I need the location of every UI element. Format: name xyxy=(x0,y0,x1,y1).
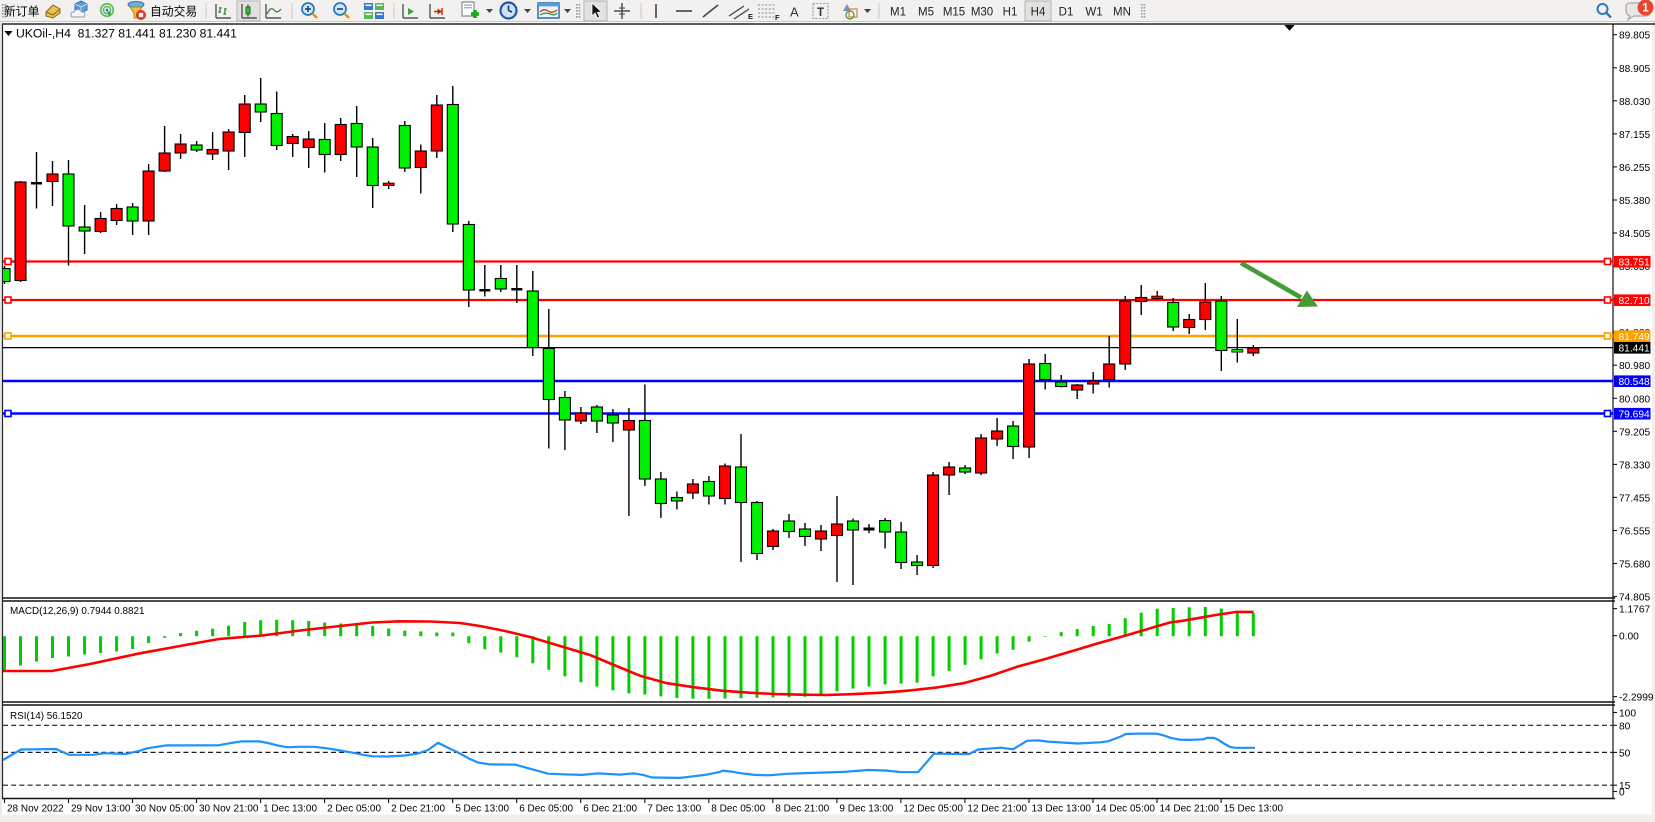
svg-text:H1: H1 xyxy=(1003,6,1018,18)
svg-text:6 Dec 05:00: 6 Dec 05:00 xyxy=(519,804,573,815)
svg-text:W1: W1 xyxy=(1085,6,1102,18)
svg-text:8 Dec 21:00: 8 Dec 21:00 xyxy=(775,804,829,815)
svg-text:78.330: 78.330 xyxy=(1619,460,1650,471)
svg-text:79.694: 79.694 xyxy=(1619,410,1650,421)
svg-text:79.205: 79.205 xyxy=(1619,427,1650,438)
svg-text:15 Dec 13:00: 15 Dec 13:00 xyxy=(1224,804,1284,815)
svg-text:0.00: 0.00 xyxy=(1619,632,1639,643)
svg-text:80.080: 80.080 xyxy=(1619,394,1650,405)
svg-text:2 Dec 21:00: 2 Dec 21:00 xyxy=(391,804,445,815)
svg-text:88.905: 88.905 xyxy=(1619,64,1650,75)
svg-text:1 Dec 13:00: 1 Dec 13:00 xyxy=(263,804,317,815)
svg-text:81.749: 81.749 xyxy=(1619,332,1650,343)
svg-text:30 Nov 05:00: 30 Nov 05:00 xyxy=(135,804,195,815)
svg-text:14 Dec 21:00: 14 Dec 21:00 xyxy=(1160,804,1220,815)
svg-text:M1: M1 xyxy=(890,6,906,18)
svg-text:88.030: 88.030 xyxy=(1619,97,1650,108)
svg-text:A: A xyxy=(790,5,799,20)
svg-text:MACD(12,26,9) 0.7944 0.8821: MACD(12,26,9) 0.7944 0.8821 xyxy=(10,606,145,617)
svg-text:M15: M15 xyxy=(943,6,965,18)
svg-text:1.1767: 1.1767 xyxy=(1619,605,1650,616)
svg-text:85.380: 85.380 xyxy=(1619,196,1650,207)
svg-text:76.555: 76.555 xyxy=(1619,527,1650,538)
svg-text:1: 1 xyxy=(1642,3,1649,15)
svg-text:新订单: 新订单 xyxy=(4,4,40,18)
svg-text:86.255: 86.255 xyxy=(1619,163,1650,174)
svg-text:83.751: 83.751 xyxy=(1619,258,1650,269)
svg-text:89.805: 89.805 xyxy=(1619,31,1650,42)
svg-text:29 Nov 13:00: 29 Nov 13:00 xyxy=(71,804,131,815)
svg-text:82.710: 82.710 xyxy=(1619,296,1650,307)
svg-text:75.680: 75.680 xyxy=(1619,560,1650,571)
svg-text:F: F xyxy=(775,13,780,22)
svg-text:RSI(14) 56.1520: RSI(14) 56.1520 xyxy=(10,711,83,722)
svg-text:80.548: 80.548 xyxy=(1619,377,1650,388)
svg-text:81.441: 81.441 xyxy=(1619,344,1650,355)
svg-text:87.155: 87.155 xyxy=(1619,130,1650,141)
svg-text:30 Nov 21:00: 30 Nov 21:00 xyxy=(199,804,259,815)
svg-text:12 Dec 21:00: 12 Dec 21:00 xyxy=(967,804,1027,815)
svg-text:2 Dec 05:00: 2 Dec 05:00 xyxy=(327,804,381,815)
svg-text:80.980: 80.980 xyxy=(1619,361,1650,372)
svg-text:8 Dec 05:00: 8 Dec 05:00 xyxy=(711,804,765,815)
svg-text:12 Dec 05:00: 12 Dec 05:00 xyxy=(903,804,963,815)
svg-text:0: 0 xyxy=(1619,788,1625,799)
svg-text:50: 50 xyxy=(1619,748,1631,759)
svg-text:5 Dec 13:00: 5 Dec 13:00 xyxy=(455,804,509,815)
svg-text:15: 15 xyxy=(1619,781,1631,792)
svg-text:6 Dec 21:00: 6 Dec 21:00 xyxy=(583,804,637,815)
svg-text:H4: H4 xyxy=(1031,6,1046,18)
svg-text:74.805: 74.805 xyxy=(1619,593,1650,604)
svg-text:83.630: 83.630 xyxy=(1619,262,1650,273)
svg-text:77.455: 77.455 xyxy=(1619,493,1650,504)
svg-text:E: E xyxy=(748,12,753,21)
svg-text:9 Dec 13:00: 9 Dec 13:00 xyxy=(839,804,893,815)
svg-text:M5: M5 xyxy=(918,6,934,18)
svg-text:M30: M30 xyxy=(971,6,993,18)
svg-text:7 Dec 13:00: 7 Dec 13:00 xyxy=(647,804,701,815)
svg-text:84.505: 84.505 xyxy=(1619,229,1650,240)
svg-text:MN: MN xyxy=(1113,6,1131,18)
svg-text:14 Dec 05:00: 14 Dec 05:00 xyxy=(1096,804,1156,815)
svg-text:13 Dec 13:00: 13 Dec 13:00 xyxy=(1032,804,1092,815)
svg-text:-2.2999: -2.2999 xyxy=(1619,693,1654,704)
svg-text:80: 80 xyxy=(1619,721,1631,732)
svg-text:100: 100 xyxy=(1619,709,1636,720)
svg-text:T: T xyxy=(817,7,824,19)
svg-text:D1: D1 xyxy=(1059,6,1074,18)
svg-text:自动交易: 自动交易 xyxy=(150,4,197,18)
svg-text:UKOil-,H4 81.327 81.441 81.23: UKOil-,H4 81.327 81.441 81.230 81.441 xyxy=(16,27,237,41)
svg-text:28 Nov 2022: 28 Nov 2022 xyxy=(7,804,64,815)
